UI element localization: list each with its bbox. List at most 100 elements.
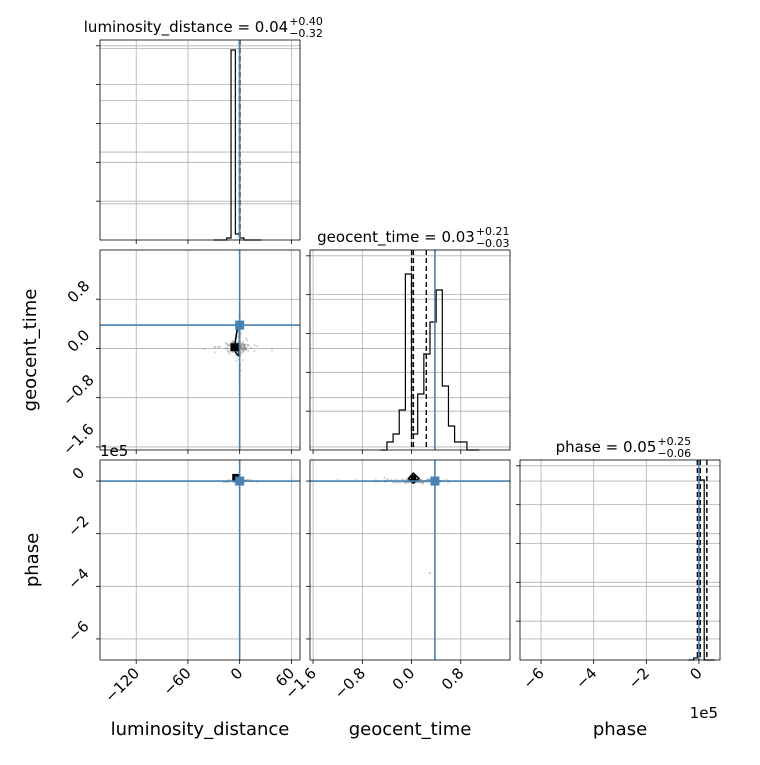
sample-point (231, 350, 234, 354)
sample-point (241, 348, 245, 351)
sample-point (404, 478, 408, 481)
x-tick-label-luminosity-distance: −120 (101, 664, 143, 706)
sample-point (243, 347, 246, 351)
x-tick-label-geocent-time: 0.8 (438, 664, 468, 694)
sample-point (225, 347, 229, 350)
sample-point (247, 344, 250, 347)
sample-point (386, 478, 390, 481)
sample-point (203, 348, 206, 351)
sample-point (244, 347, 247, 350)
sample-point (241, 342, 244, 345)
offset-label-phase-x: 1e5 (690, 704, 718, 722)
sample-point (242, 349, 245, 352)
sample-point (239, 348, 243, 351)
sample-point (243, 344, 246, 347)
sample-point (427, 481, 430, 484)
panel-title-geocent-time: geocent_time = 0.03 (317, 228, 475, 247)
sample-point (217, 345, 220, 349)
sample-point (394, 478, 397, 481)
sample-point (241, 342, 244, 345)
sample-point (244, 348, 247, 351)
panel-frame-phase-luminosity-distance (99, 459, 301, 661)
sample-point (240, 346, 243, 350)
sample-point (246, 339, 249, 342)
y-tick-label-geocent-time: −1.6 (59, 420, 97, 458)
density-peak-geocent-time-luminosity-distance (230, 343, 239, 352)
sample-point (242, 349, 245, 352)
sample-point (242, 343, 245, 347)
sample-point (226, 349, 229, 352)
y-tick-label-phase: −6 (64, 617, 92, 645)
sample-point (232, 339, 235, 343)
sample-point (421, 481, 424, 485)
histogram-geocent-time (380, 273, 480, 451)
x-tick-label-phase: 0 (686, 664, 705, 683)
sample-point (428, 572, 432, 575)
sample-point (246, 343, 249, 346)
panel-frame-phase-geocent-time (309, 459, 511, 661)
sample-point (420, 481, 423, 484)
x-tick-label-geocent-time: 0.0 (389, 664, 419, 694)
y-axis-label-phase: phase (22, 533, 43, 587)
x-tick-label-luminosity-distance: 0 (227, 664, 246, 683)
sample-point (231, 341, 234, 344)
sample-point (240, 346, 244, 350)
sample-point (241, 347, 244, 351)
x-tick-label-phase: −4 (572, 664, 600, 692)
y-tick-label-phase: 0 (69, 464, 88, 483)
x-tick-label-phase: −2 (625, 664, 653, 692)
marks-layer (100, 40, 715, 661)
sample-point (246, 344, 249, 347)
sample-point (227, 344, 230, 347)
panel-title-plus-luminosity-distance: +0.40 (289, 15, 323, 28)
sample-point (249, 346, 252, 350)
sample-point (401, 478, 404, 481)
x-tick-label-geocent-time: −0.8 (331, 664, 369, 702)
sample-point (244, 346, 247, 350)
sample-point (228, 352, 231, 356)
sample-point (407, 481, 410, 484)
sample-point (243, 347, 246, 350)
histogram-luminosity-distance (213, 49, 262, 241)
sample-point (243, 345, 247, 348)
truth-marker-phase-luminosity-distance (235, 476, 245, 486)
sample-point (244, 347, 247, 350)
density-peak-phase-geocent-time (410, 474, 417, 481)
y-tick-label-geocent-time: 0.8 (64, 277, 94, 307)
sample-point (228, 343, 231, 347)
truth-marker-geocent-time-luminosity-distance (235, 320, 245, 330)
y-tick-label-geocent-time: 0.0 (64, 326, 94, 356)
sample-point (242, 344, 245, 347)
sample-point (244, 343, 247, 346)
sample-point (420, 481, 423, 484)
x-axis-label-geocent-time: geocent_time (349, 719, 472, 740)
sample-point (445, 478, 448, 481)
sample-point (214, 351, 217, 354)
sample-point (255, 344, 258, 348)
sample-point (405, 481, 408, 484)
sample-point (224, 342, 227, 345)
sample-point (231, 340, 234, 343)
x-axis-label-luminosity-distance: luminosity_distance (111, 719, 290, 740)
panel-title-minus-geocent-time: −0.03 (476, 237, 510, 250)
sample-point (243, 347, 246, 350)
histogram-phase (688, 479, 715, 661)
sample-point (242, 341, 245, 344)
sample-point (403, 481, 406, 485)
panel-title-minus-luminosity-distance: −0.32 (289, 27, 323, 40)
sample-point (227, 350, 230, 353)
panel-title-phase: phase = 0.05 (556, 438, 657, 456)
sample-point (244, 346, 247, 349)
sample-point (240, 343, 243, 346)
sample-point (394, 481, 397, 484)
sample-point (241, 346, 244, 350)
sample-point (247, 350, 250, 353)
sample-point (241, 346, 244, 349)
sample-point (245, 347, 248, 350)
sample-point (270, 349, 274, 352)
sample-point (243, 347, 246, 350)
sample-point (253, 344, 256, 347)
text-layer: luminosity_distance = 0.04 +0.40−0.32 geoc… (59, 15, 706, 706)
sample-point (242, 349, 245, 352)
